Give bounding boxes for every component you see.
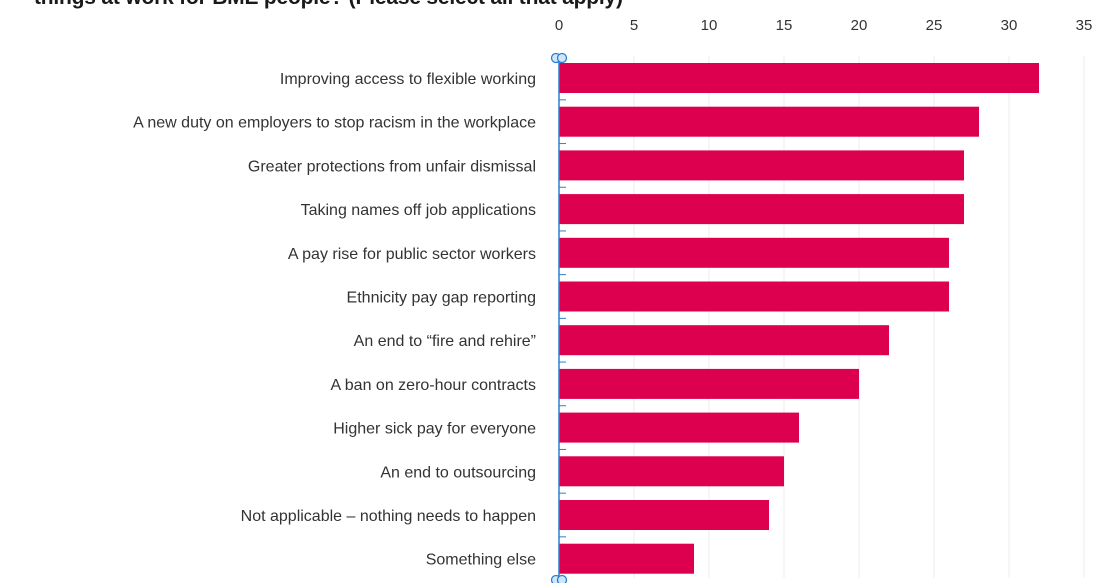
axis-handle-bottom[interactable]: [550, 574, 568, 583]
category-label: Greater protections from unfair dismissa…: [248, 158, 536, 175]
bars: [559, 63, 1039, 574]
x-tick-label: 20: [851, 17, 868, 34]
x-tick-label: 15: [776, 17, 793, 34]
bar[interactable]: [559, 456, 784, 487]
category-label: A pay rise for public sector workers: [288, 246, 536, 263]
category-label: Higher sick pay for everyone: [333, 421, 536, 438]
bar[interactable]: [559, 150, 964, 181]
bar[interactable]: [559, 106, 979, 137]
x-tick-label: 0: [555, 17, 563, 34]
category-label: Improving access to flexible working: [280, 71, 536, 88]
category-label: Not applicable – nothing needs to happen: [241, 508, 536, 525]
x-tick-label: 25: [926, 17, 943, 34]
category-label: A new duty on employers to stop racism i…: [133, 115, 536, 132]
x-tick-label: 30: [1001, 17, 1018, 34]
bar[interactable]: [559, 500, 769, 530]
x-tick-label: 5: [630, 17, 638, 34]
y-axis: [550, 52, 568, 583]
bar[interactable]: [559, 194, 964, 225]
bar[interactable]: [559, 281, 949, 312]
bar[interactable]: [559, 368, 859, 399]
gridlines: [633, 56, 1085, 578]
category-label: Something else: [426, 552, 536, 569]
bar[interactable]: [559, 325, 889, 356]
bar[interactable]: [559, 543, 694, 574]
category-labels: Improving access to flexible working A ne…: [133, 71, 536, 569]
category-label: An end to “fire and rehire”: [354, 333, 536, 350]
x-tick-label: 35: [1076, 17, 1093, 34]
x-axis-ticks: 0 5 10 15 20 25 30 35: [555, 17, 1093, 34]
x-tick-label: 10: [701, 17, 718, 34]
axis-handle-top[interactable]: [550, 52, 568, 64]
bar[interactable]: [559, 63, 1039, 93]
category-label: An end to outsourcing: [380, 464, 536, 481]
bar[interactable]: [559, 412, 799, 443]
chart-title: things at work for BME people? (Please s…: [34, 0, 623, 10]
category-label: A ban on zero-hour contracts: [331, 377, 536, 394]
bar[interactable]: [559, 237, 949, 268]
category-label: Taking names off job applications: [301, 202, 536, 219]
category-label: Ethnicity pay gap reporting: [347, 290, 536, 307]
